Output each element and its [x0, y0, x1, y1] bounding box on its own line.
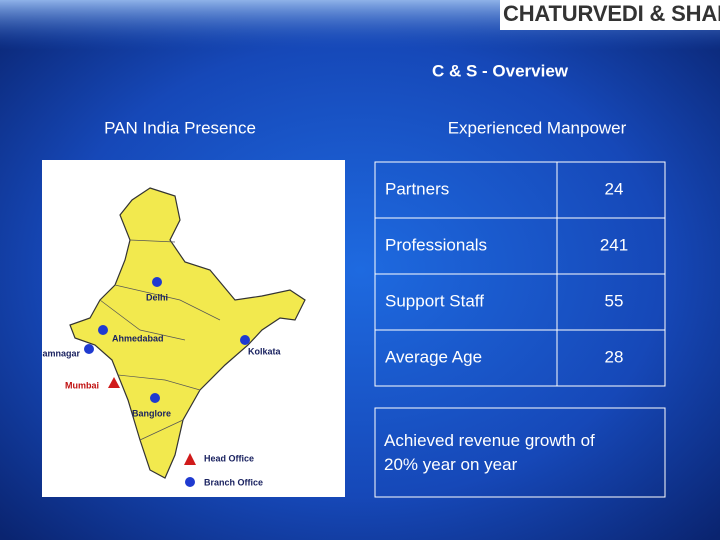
- city-label: Delhi: [146, 292, 168, 302]
- state-borders: [99, 239, 221, 441]
- legend-label: Branch Office: [204, 477, 263, 487]
- map-title: PAN India Presence: [104, 118, 256, 137]
- manpower-table: Partners 24 Professionals 241 Support Staff 5…: [374, 161, 666, 387]
- legend-branch-icon: [185, 477, 195, 487]
- map: Delhi Ahmedabad Jamnagar Mumbai Kolkata …: [37, 187, 306, 487]
- marker-mumbai: [108, 377, 120, 388]
- legend-head-icon: [184, 453, 196, 465]
- marker-bangalore: [150, 393, 160, 403]
- note-line: Achieved revenue growth of: [384, 431, 595, 450]
- row-value: 28: [605, 347, 624, 366]
- city-label: Kolkata: [248, 346, 282, 356]
- row-label: Support Staff: [385, 291, 484, 310]
- note: Achieved revenue growth of 20% year on ye…: [384, 431, 595, 474]
- marker-ahmedabad: [98, 325, 108, 335]
- logo-box: [500, 0, 720, 30]
- table-cell: [556, 329, 666, 387]
- row-label: Professionals: [385, 235, 487, 254]
- row-value: 55: [605, 291, 624, 310]
- note-box: [374, 407, 666, 498]
- row-label: Average Age: [385, 347, 482, 366]
- row-label: Partners: [385, 179, 449, 198]
- city-label: Jamnagar: [37, 348, 80, 358]
- india-outline: [69, 187, 306, 479]
- city-label: Mumbai: [65, 380, 99, 390]
- note-line: 20% year on year: [384, 455, 518, 474]
- row-value: 24: [605, 179, 624, 198]
- title: C & S - Overview: [432, 61, 569, 80]
- legend-label: Head Office: [204, 453, 254, 463]
- manpower-title: Experienced Manpower: [448, 118, 627, 137]
- marker-jamnagar: [84, 344, 94, 354]
- marker-delhi: [152, 277, 162, 287]
- marker-kolkata: [240, 335, 250, 345]
- row-value: 241: [600, 235, 628, 254]
- logo: CHATURVEDI & SHAH: [503, 1, 720, 26]
- city-label: Banglore: [132, 408, 171, 418]
- city-label: Ahmedabad: [112, 333, 164, 343]
